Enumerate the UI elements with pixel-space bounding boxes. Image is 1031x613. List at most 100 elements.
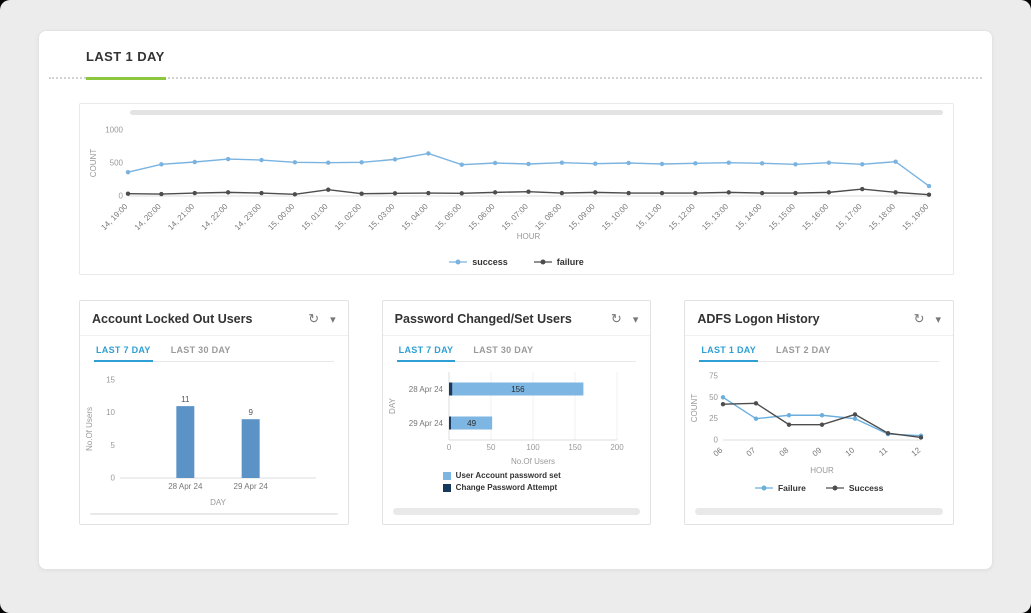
svg-text:15, 17:00: 15, 17:00 <box>834 202 864 232</box>
legend-label: User Account password set <box>455 471 561 480</box>
svg-text:156: 156 <box>511 385 525 394</box>
panel-scrollbar[interactable] <box>90 513 338 515</box>
refresh-icon[interactable]: ↻ <box>913 311 925 326</box>
svg-text:28 Apr 24: 28 Apr 24 <box>168 482 203 491</box>
password-chart-legend: User Account password set Change Password… <box>442 471 651 492</box>
svg-text:15, 14:00: 15, 14:00 <box>734 202 764 232</box>
dashboard-card: LAST 1 DAY 0 500 1000 COUNT 14, 19:00 14, 20:… <box>38 30 993 570</box>
svg-text:14, 22:00: 14, 22:00 <box>200 202 230 232</box>
password-changed-hbar-chart: 0 50 100 150 200 DAY 28 Apr 24 156 29 Apr 24 49 No… <box>388 372 624 466</box>
svg-text:50: 50 <box>486 443 495 452</box>
main-chart-legend: success failure <box>80 257 953 267</box>
svg-text:15, 08:00: 15, 08:00 <box>533 202 563 232</box>
svg-text:75: 75 <box>709 372 718 381</box>
panel-title: ADFS Logon History <box>697 312 820 326</box>
tab-last-30-day[interactable]: LAST 30 DAY <box>473 345 534 355</box>
svg-text:200: 200 <box>610 443 624 452</box>
svg-text:15, 00:00: 15, 00:00 <box>266 202 296 232</box>
panel-tabs: LAST 1 DAY LAST 2 DAY <box>699 345 940 362</box>
svg-text:50: 50 <box>709 393 718 402</box>
svg-text:150: 150 <box>568 443 582 452</box>
svg-text:15, 07:00: 15, 07:00 <box>500 202 530 232</box>
svg-text:10: 10 <box>844 445 857 458</box>
adfs-logon-chart: 0 25 50 75 COUNT 06 07 08 09 10 11 12 HOUR <box>685 362 953 481</box>
svg-text:5: 5 <box>111 441 116 450</box>
svg-text:0: 0 <box>714 436 719 445</box>
svg-text:15, 05:00: 15, 05:00 <box>433 202 463 232</box>
svg-text:14, 21:00: 14, 21:00 <box>166 202 196 232</box>
svg-text:15: 15 <box>106 376 115 385</box>
panel-tabs: LAST 7 DAY LAST 30 DAY <box>94 345 334 362</box>
dropdown-caret-icon[interactable]: ▾ <box>632 313 639 326</box>
legend-label: success <box>472 257 508 267</box>
panel-header: Password Changed/Set Users ↻ ▾ <box>382 301 651 336</box>
svg-text:No.Of Users: No.Of Users <box>85 407 94 451</box>
svg-text:11: 11 <box>181 395 190 404</box>
svg-text:0: 0 <box>119 192 124 201</box>
widget-row: Account Locked Out Users ↻ ▾ LAST 7 DAY … <box>79 300 955 525</box>
panel-actions: ↻ ▾ <box>914 311 941 327</box>
panel-header: ADFS Logon History ↻ ▾ <box>685 301 954 336</box>
legend-item-success[interactable]: Success <box>825 483 884 493</box>
svg-text:10: 10 <box>106 408 115 417</box>
svg-text:28 Apr 24: 28 Apr 24 <box>408 385 443 394</box>
legend-marker-icon <box>533 259 552 265</box>
svg-text:0: 0 <box>446 443 451 452</box>
svg-text:08: 08 <box>778 445 791 458</box>
dropdown-caret-icon[interactable]: ▾ <box>330 313 336 326</box>
logon-activity-chart: 0 500 1000 COUNT 14, 19:00 14, 20:00 14, 21:00… <box>88 120 943 247</box>
svg-text:15, 01:00: 15, 01:00 <box>300 202 330 232</box>
svg-text:14, 23:00: 14, 23:00 <box>233 202 263 232</box>
legend-label: Success <box>848 483 884 493</box>
legend-item-change-password-attempt[interactable]: Change Password Attempt <box>442 483 651 492</box>
tab-last-30-day[interactable]: LAST 30 DAY <box>170 345 231 355</box>
svg-text:49: 49 <box>467 419 476 428</box>
adfs-chart-legend: Failure Success <box>685 483 953 493</box>
svg-text:DAY: DAY <box>388 397 397 414</box>
header-accent-underline <box>86 77 166 80</box>
svg-text:07: 07 <box>745 445 758 458</box>
panel-scrollbar[interactable] <box>392 508 641 515</box>
logon-activity-panel: 0 500 1000 COUNT 14, 19:00 14, 20:00 14, 21:00… <box>79 103 954 275</box>
svg-text:15, 02:00: 15, 02:00 <box>333 202 363 232</box>
locked-out-users-bar-chart: 0 5 10 15 No.Of Users 11 28 Apr 24 9 29 Apr 24 DA… <box>85 376 316 507</box>
svg-text:COUNT: COUNT <box>690 394 699 423</box>
locked-out-users-chart: 0 5 10 15 No.Of Users 11 28 Apr 24 9 29 Apr 24 DA… <box>80 362 348 513</box>
main-chart-scrollbar[interactable] <box>130 110 943 115</box>
svg-text:25: 25 <box>709 414 718 423</box>
refresh-icon[interactable]: ↻ <box>610 311 622 326</box>
legend-marker-icon <box>825 485 844 491</box>
tab-last-7-day[interactable]: LAST 7 DAY <box>396 345 456 362</box>
dropdown-caret-icon[interactable]: ▾ <box>935 313 942 326</box>
svg-text:06: 06 <box>712 445 725 458</box>
legend-item-failure[interactable]: Failure <box>754 483 806 493</box>
legend-label: Failure <box>777 483 806 493</box>
panel-account-locked-out-users: Account Locked Out Users ↻ ▾ LAST 7 DAY … <box>79 300 349 525</box>
header-divider <box>49 77 982 80</box>
legend-marker-icon <box>754 485 773 491</box>
logon-activity-line-chart: 0 500 1000 COUNT 14, 19:00 14, 20:00 14, 21:00… <box>89 126 932 241</box>
svg-text:1000: 1000 <box>105 126 123 135</box>
legend-item-success[interactable]: success <box>449 257 508 267</box>
panel-scrollbar[interactable] <box>695 508 944 515</box>
refresh-icon[interactable]: ↻ <box>308 311 320 326</box>
svg-text:100: 100 <box>526 443 540 452</box>
tab-last-2-day[interactable]: LAST 2 DAY <box>776 345 831 355</box>
svg-text:15, 12:00: 15, 12:00 <box>667 202 697 232</box>
panel-tabs: LAST 7 DAY LAST 30 DAY <box>396 345 637 362</box>
legend-item-failure[interactable]: failure <box>533 257 584 267</box>
svg-text:11: 11 <box>877 445 890 458</box>
panel-title: Account Locked Out Users <box>92 312 253 326</box>
panel-password-changed-set-users: Password Changed/Set Users ↻ ▾ LAST 7 DA… <box>381 300 652 525</box>
svg-text:9: 9 <box>248 408 253 417</box>
svg-text:15, 18:00: 15, 18:00 <box>867 202 897 232</box>
adfs-logon-line-chart: 0 25 50 75 COUNT 06 07 08 09 10 11 12 HOUR <box>690 372 924 475</box>
svg-text:29 Apr 24: 29 Apr 24 <box>408 419 443 428</box>
svg-text:DAY: DAY <box>210 498 227 507</box>
svg-text:15, 04:00: 15, 04:00 <box>400 202 430 232</box>
legend-swatch-icon <box>442 471 451 480</box>
tab-last-1-day[interactable]: LAST 1 DAY <box>699 345 759 362</box>
tab-last-7-day[interactable]: LAST 7 DAY <box>94 345 153 362</box>
legend-item-user-account-password-set[interactable]: User Account password set <box>442 471 651 480</box>
